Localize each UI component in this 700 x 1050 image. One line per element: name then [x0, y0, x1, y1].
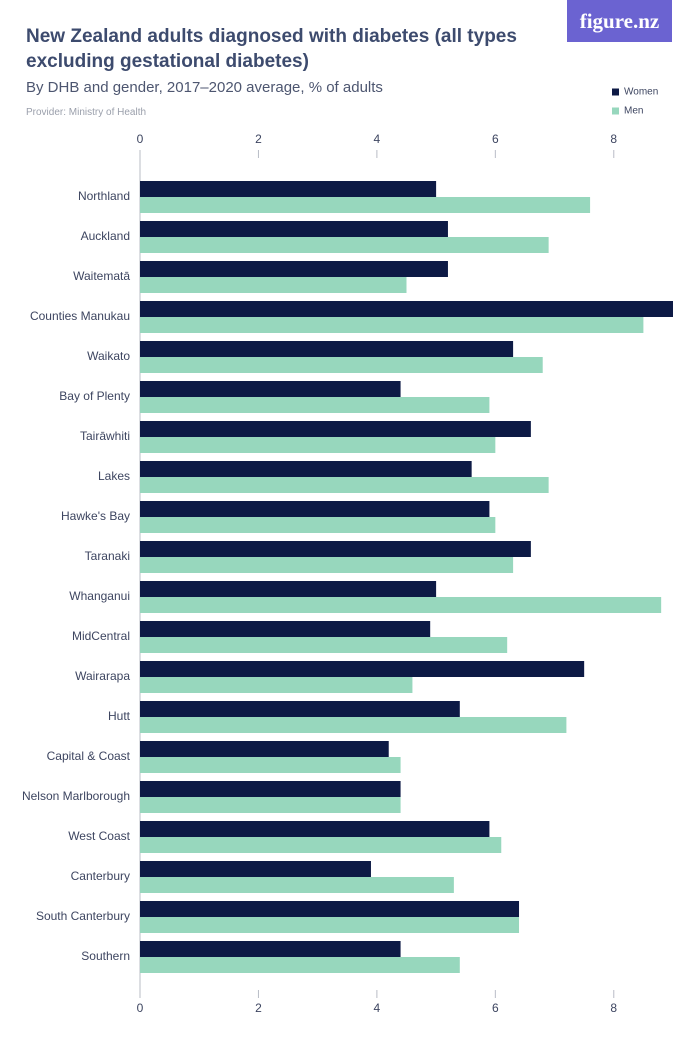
- bar: [140, 357, 543, 373]
- y-tick-label: Waikato: [87, 349, 130, 363]
- x-tick-label: 6: [492, 132, 499, 146]
- bar: [140, 261, 448, 277]
- x-tick-label: 4: [374, 1001, 381, 1015]
- bar: [140, 957, 460, 973]
- y-tick-label: Lakes: [98, 469, 130, 483]
- bar: [140, 877, 454, 893]
- y-tick-label: Capital & Coast: [47, 749, 131, 763]
- bar: [140, 621, 431, 637]
- y-tick-label: Waitematā: [73, 269, 130, 283]
- bar: [140, 517, 496, 533]
- bar: [140, 197, 591, 213]
- bar: [140, 477, 549, 493]
- y-tick-label: West Coast: [68, 829, 130, 843]
- bar: [140, 221, 448, 237]
- y-tick-label: Auckland: [81, 229, 130, 243]
- bar: [140, 237, 549, 253]
- bar: [140, 277, 407, 293]
- bar: [140, 797, 401, 813]
- bar: [140, 501, 490, 517]
- bar: [140, 637, 508, 653]
- y-tick-label: South Canterbury: [36, 909, 130, 923]
- bar: [140, 717, 567, 733]
- bar: [140, 941, 401, 957]
- y-tick-label: Hutt: [108, 709, 131, 723]
- bar: [140, 701, 460, 717]
- legend-swatch: [612, 88, 619, 96]
- bar: [140, 557, 514, 573]
- bar: [140, 541, 531, 557]
- x-tick-label: 8: [610, 132, 617, 146]
- provider-note: Provider: Ministry of Health: [26, 107, 147, 118]
- y-tick-label: Hawke's Bay: [61, 509, 130, 523]
- bar: [140, 781, 401, 797]
- bar: [140, 597, 662, 613]
- bar: [140, 821, 490, 837]
- y-tick-label: Counties Manukau: [30, 309, 130, 323]
- chart-title: New Zealand adults diagnosed with diabet…: [26, 26, 517, 72]
- legend-label: Men: [624, 106, 643, 117]
- bar: [140, 397, 490, 413]
- x-tick-label: 2: [255, 132, 262, 146]
- x-tick-label: 0: [137, 1001, 144, 1015]
- y-tick-label: Wairarapa: [75, 669, 130, 683]
- bar: [140, 581, 437, 597]
- x-tick-label: 4: [374, 132, 381, 146]
- y-tick-label: Taranaki: [85, 549, 130, 563]
- legend-swatch: [612, 107, 619, 115]
- bar: [140, 917, 520, 933]
- bar: [140, 861, 371, 877]
- x-tick-label: 2: [255, 1001, 262, 1015]
- bar: [140, 181, 437, 197]
- y-tick-label: Bay of Plenty: [59, 389, 130, 403]
- bar: [140, 317, 644, 333]
- bar: [140, 741, 389, 757]
- y-tick-label: Southern: [81, 949, 130, 963]
- y-tick-label: Nelson Marlborough: [22, 789, 130, 803]
- logo[interactable]: figure.nz: [567, 0, 672, 42]
- bar: [140, 421, 531, 437]
- bar: [140, 837, 502, 853]
- x-tick-label: 6: [492, 1001, 499, 1015]
- x-tick-label: 0: [137, 132, 144, 146]
- chart-subtitle: By DHB and gender, 2017–2020 average, % …: [26, 79, 383, 96]
- y-tick-label: Canterbury: [71, 869, 130, 883]
- bar: [140, 301, 673, 317]
- bar: [140, 661, 585, 677]
- bar: [140, 341, 514, 357]
- y-tick-label: Northland: [78, 189, 130, 203]
- y-tick-label: Tairāwhiti: [80, 429, 130, 443]
- legend-label: Women: [624, 87, 658, 98]
- x-tick-label: 8: [610, 1001, 617, 1015]
- bar: [140, 437, 496, 453]
- bar: [140, 757, 401, 773]
- y-tick-label: MidCentral: [72, 629, 130, 643]
- bar: [140, 461, 472, 477]
- y-tick-label: Whanganui: [69, 589, 130, 603]
- bar: [140, 381, 401, 397]
- bar: [140, 901, 520, 917]
- bar: [140, 677, 413, 693]
